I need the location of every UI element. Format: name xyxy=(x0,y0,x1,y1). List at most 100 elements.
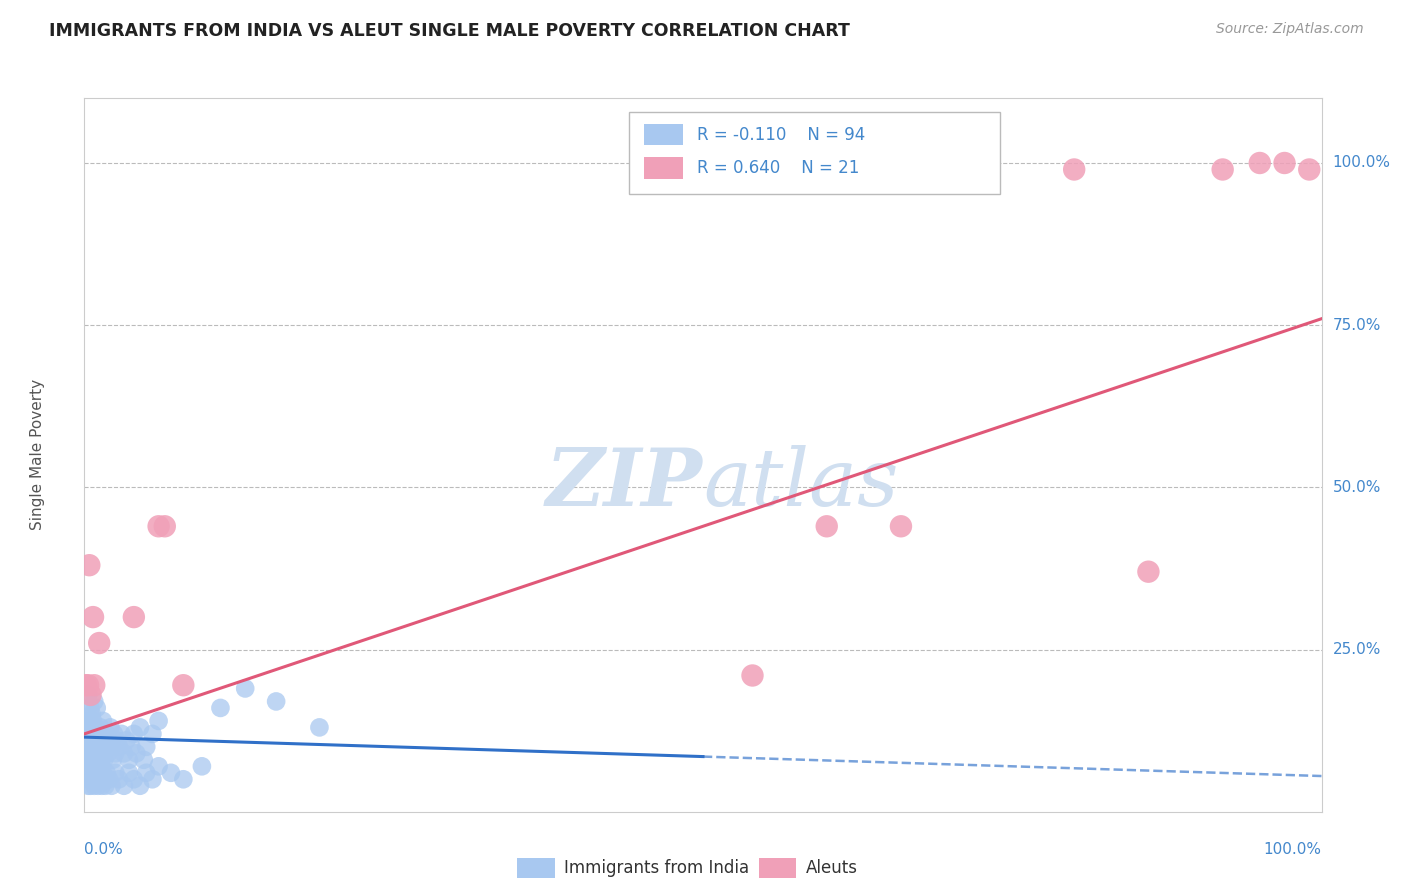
Point xyxy=(86,772,108,787)
Point xyxy=(105,733,128,747)
Point xyxy=(86,733,108,747)
Point xyxy=(84,765,107,780)
Point xyxy=(93,772,115,787)
Point xyxy=(741,668,763,682)
Point xyxy=(122,610,145,624)
Point xyxy=(77,678,100,692)
Point xyxy=(110,727,132,741)
Text: atlas: atlas xyxy=(703,445,898,522)
Point xyxy=(148,519,170,533)
Point xyxy=(89,765,111,780)
Text: 75.0%: 75.0% xyxy=(1333,318,1381,333)
Point xyxy=(308,720,330,734)
Point xyxy=(815,519,838,533)
Point xyxy=(129,720,152,734)
Point xyxy=(80,733,103,747)
Point xyxy=(82,772,104,787)
Point xyxy=(1137,565,1160,579)
Point xyxy=(79,739,101,754)
Point xyxy=(89,772,111,787)
Point xyxy=(79,747,101,761)
Point xyxy=(153,519,176,533)
Point xyxy=(122,727,145,741)
Point xyxy=(209,701,232,715)
Point xyxy=(77,688,100,702)
Point xyxy=(89,720,111,734)
Point xyxy=(160,765,183,780)
Text: IMMIGRANTS FROM INDIA VS ALEUT SINGLE MALE POVERTY CORRELATION CHART: IMMIGRANTS FROM INDIA VS ALEUT SINGLE MA… xyxy=(49,22,851,40)
Point xyxy=(83,727,105,741)
Point xyxy=(86,701,108,715)
Point xyxy=(264,694,287,708)
Point xyxy=(125,747,148,761)
Point xyxy=(118,765,141,780)
Point xyxy=(77,779,100,793)
Point xyxy=(172,772,194,787)
Point xyxy=(79,688,101,702)
Text: 25.0%: 25.0% xyxy=(1333,642,1381,657)
Point xyxy=(91,765,114,780)
Point xyxy=(79,759,101,773)
Point xyxy=(80,707,103,722)
FancyBboxPatch shape xyxy=(759,858,796,878)
Point xyxy=(98,772,121,787)
Point xyxy=(90,739,112,754)
Point xyxy=(77,753,100,767)
Point xyxy=(129,779,152,793)
Text: Source: ZipAtlas.com: Source: ZipAtlas.com xyxy=(1216,22,1364,37)
Text: Immigrants from India: Immigrants from India xyxy=(564,859,749,877)
Point xyxy=(148,714,170,728)
Point xyxy=(89,753,111,767)
Point xyxy=(89,759,111,773)
Point xyxy=(79,701,101,715)
Point xyxy=(148,759,170,773)
Point xyxy=(98,733,121,747)
FancyBboxPatch shape xyxy=(644,124,683,145)
Text: 0.0%: 0.0% xyxy=(84,842,124,857)
Point xyxy=(1298,162,1320,177)
Point xyxy=(90,779,112,793)
Point xyxy=(86,759,108,773)
Point xyxy=(83,694,105,708)
Point xyxy=(94,779,117,793)
Point xyxy=(103,727,125,741)
Point xyxy=(84,747,107,761)
Point xyxy=(141,727,163,741)
Point xyxy=(108,772,131,787)
Point xyxy=(76,707,98,722)
Text: 100.0%: 100.0% xyxy=(1264,842,1322,857)
Point xyxy=(79,779,101,793)
Point xyxy=(83,753,105,767)
Point xyxy=(104,747,127,761)
Point xyxy=(965,162,987,177)
Point xyxy=(172,678,194,692)
Point xyxy=(112,747,135,761)
Point xyxy=(98,720,121,734)
Point xyxy=(76,727,98,741)
Point xyxy=(122,772,145,787)
Point xyxy=(75,678,97,692)
Point xyxy=(112,779,135,793)
Point xyxy=(87,779,110,793)
FancyBboxPatch shape xyxy=(517,858,554,878)
Point xyxy=(83,779,105,793)
Point xyxy=(77,720,100,734)
Point xyxy=(1212,162,1234,177)
Text: 50.0%: 50.0% xyxy=(1333,480,1381,495)
Point xyxy=(100,779,122,793)
Point xyxy=(233,681,256,696)
Point xyxy=(79,714,101,728)
Point xyxy=(101,753,124,767)
Point xyxy=(135,765,157,780)
Point xyxy=(96,727,118,741)
Point xyxy=(135,739,157,754)
Point xyxy=(100,739,122,754)
Point xyxy=(80,753,103,767)
Point xyxy=(83,678,105,692)
Point xyxy=(96,765,118,780)
Point xyxy=(75,739,97,754)
Point xyxy=(91,714,114,728)
Point xyxy=(87,753,110,767)
Text: Single Male Poverty: Single Male Poverty xyxy=(30,379,45,531)
Point xyxy=(118,753,141,767)
